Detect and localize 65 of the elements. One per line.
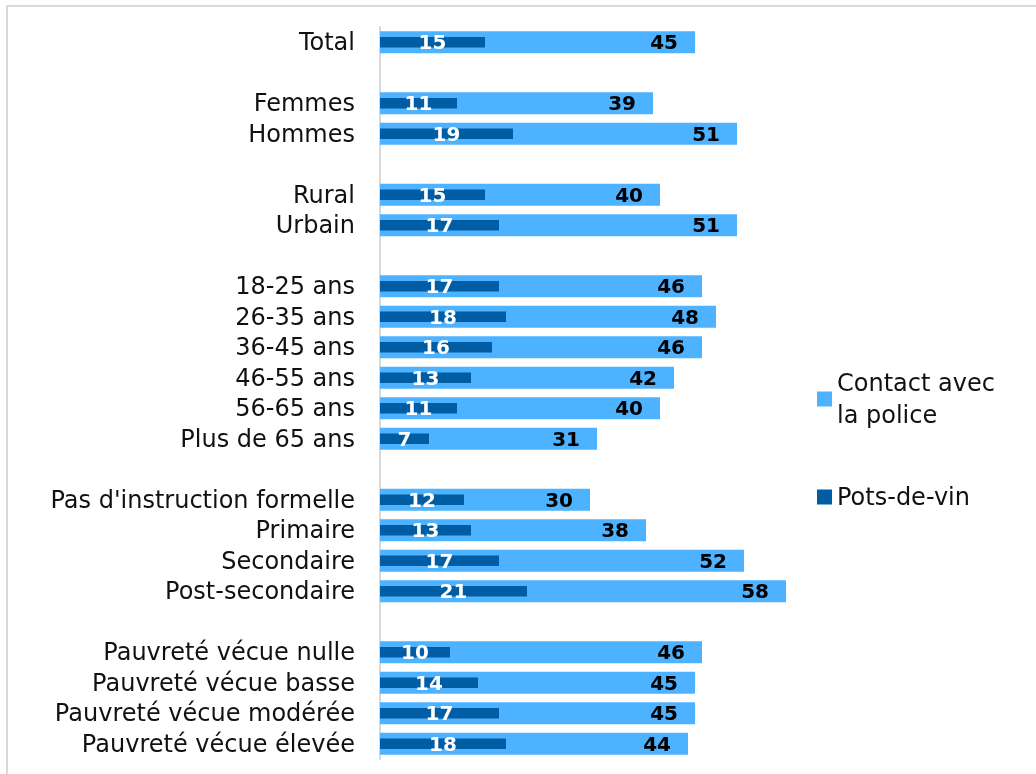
data-label: 52 [699,548,727,573]
data-label: 12 [408,487,436,512]
data-label: 7 [397,426,412,451]
data-label: 51 [692,213,720,238]
y-tick-label: Pauvreté vécue élevée [81,729,355,758]
data-label: 17 [425,701,454,726]
data-label: 45 [650,701,678,726]
y-tick-label: Pauvreté vécue nulle [103,638,355,667]
y-tick-label: Total [297,28,355,57]
data-label: 40 [615,182,643,207]
data-label: 11 [404,396,433,421]
data-label: 45 [650,670,678,695]
y-tick-label: Rural [292,180,355,209]
legend-label: Pots-de-vin [837,483,970,511]
bar [380,220,499,231]
data-label: 11 [404,91,433,116]
y-tick-label: Urbain [275,211,355,240]
data-label: 13 [411,365,440,390]
data-label: 46 [657,274,685,299]
bar [380,37,485,48]
y-tick-label: 18-25 ans [235,272,355,301]
y-tick-label: Pauvreté vécue basse [92,668,355,697]
data-label: 44 [643,731,671,756]
data-label: 42 [629,365,657,390]
bar [380,281,499,292]
y-tick-label: Plus de 65 ans [180,424,355,453]
data-label: 39 [608,91,636,116]
bar [380,342,492,353]
data-label: 58 [741,579,769,604]
y-tick-label: 36-45 ans [235,333,355,362]
data-label: 21 [439,579,468,604]
data-label: 13 [411,518,440,543]
data-label: 30 [545,487,573,512]
data-label: 18 [429,304,457,329]
data-label: 46 [657,640,685,665]
data-label: 48 [671,304,699,329]
data-label: 51 [692,121,720,146]
data-label: 17 [425,548,454,573]
bar [380,586,527,597]
data-label: 16 [422,335,450,360]
y-tick-label: Pauvreté vécue modérée [54,699,355,728]
y-tick-label: 46-55 ans [235,363,355,392]
data-label: 40 [615,396,643,421]
data-label: 19 [432,121,461,146]
data-label: 46 [657,335,685,360]
data-label: 15 [418,30,447,55]
bar [380,708,499,719]
data-label: 31 [552,426,580,451]
data-label: 38 [601,518,629,543]
y-tick-label: Secondaire [221,546,355,575]
data-label: 10 [401,640,429,665]
y-tick-label: 26-35 ans [235,302,355,331]
y-tick-label: Hommes [248,119,355,148]
data-label: 14 [415,670,443,695]
data-label: 15 [418,182,447,207]
y-tick-label: 56-65 ans [235,394,355,423]
data-label: 17 [425,274,454,299]
data-label: 18 [429,731,457,756]
y-tick-label: Post-secondaire [165,577,355,606]
y-tick-label: Femmes [253,89,355,118]
y-tick-label: Pas d'instruction formelle [50,485,355,514]
legend-label: Contact avec la police [837,369,1003,429]
data-label: 45 [650,30,678,55]
data-label: 17 [425,213,454,238]
y-tick-label: Primaire [255,516,355,545]
